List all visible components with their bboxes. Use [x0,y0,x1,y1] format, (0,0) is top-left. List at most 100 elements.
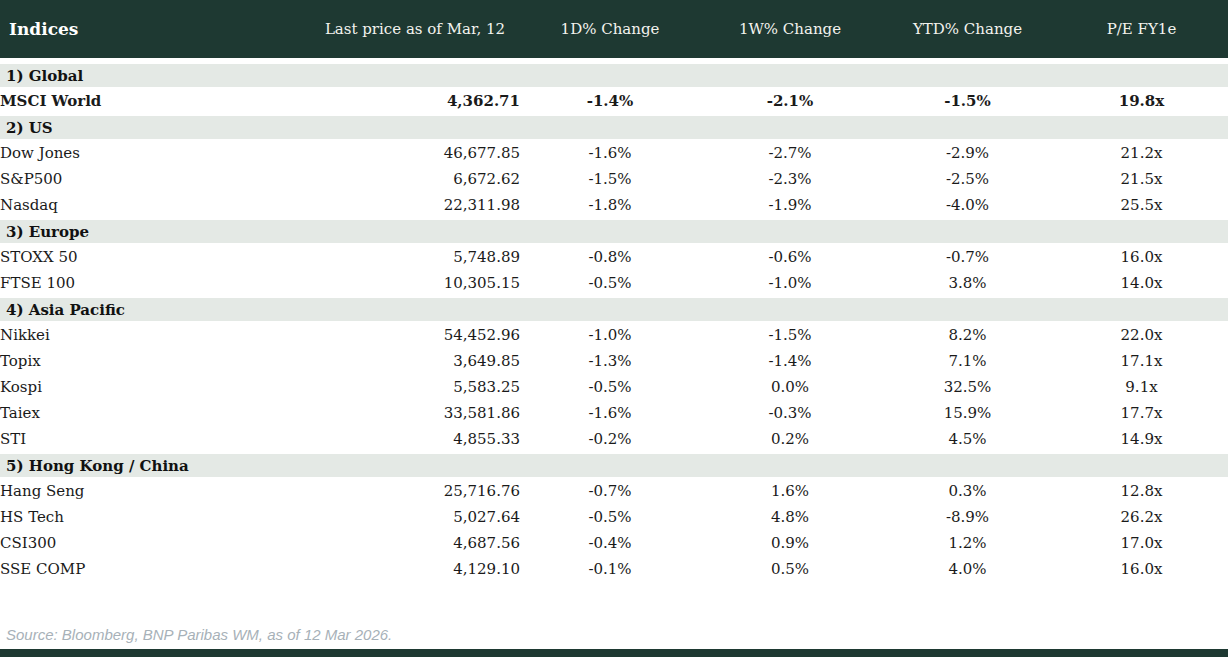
change-1w: 0.9% [700,530,880,556]
change-ytd: 15.9% [880,400,1055,426]
section-row: 3) Europe [0,219,1228,244]
last-price: 5,027.64 [310,504,520,530]
change-1d: -0.2% [520,426,700,453]
pe-fy1e: 9.1x [1055,374,1228,400]
pe-fy1e: 16.0x [1055,244,1228,271]
change-1w: -0.6% [700,244,880,271]
change-1d: -0.4% [520,530,700,556]
table-title: Indices [0,0,310,61]
change-ytd: -8.9% [880,504,1055,530]
change-1w: 0.0% [700,374,880,400]
index-row: FTSE 10010,305.15-0.5%-1.0%3.8%14.0x [0,270,1228,297]
change-1w: -2.1% [700,88,880,116]
index-name: Hang Seng [0,478,310,505]
change-1d: -1.5% [520,166,700,192]
change-ytd: 4.0% [880,556,1055,582]
change-1d: -1.4% [520,88,700,116]
index-row: Taiex33,581.86-1.6%-0.3%15.9%17.7x [0,400,1228,426]
indices-table: IndicesLast price as of Mar, 121D% Chang… [0,0,1228,582]
index-row: Hang Seng25,716.76-0.7%1.6%0.3%12.8x [0,478,1228,505]
change-ytd: -0.7% [880,244,1055,271]
index-row: STI4,855.33-0.2%0.2%4.5%14.9x [0,426,1228,453]
change-1w: -0.3% [700,400,880,426]
pe-fy1e: 17.0x [1055,530,1228,556]
pe-fy1e: 21.2x [1055,140,1228,167]
index-row: Dow Jones46,677.85-1.6%-2.7%-2.9%21.2x [0,140,1228,167]
pe-fy1e: 17.7x [1055,400,1228,426]
last-price: 33,581.86 [310,400,520,426]
change-1w: -1.9% [700,192,880,219]
change-1d: -0.5% [520,504,700,530]
index-name: SSE COMP [0,556,310,582]
change-ytd: 4.5% [880,426,1055,453]
section-row: 4) Asia Pacific [0,297,1228,322]
last-price: 46,677.85 [310,140,520,167]
change-1d: -0.8% [520,244,700,271]
last-price: 3,649.85 [310,348,520,374]
change-1d: -0.5% [520,374,700,400]
pe-fy1e: 12.8x [1055,478,1228,505]
index-name: Nasdaq [0,192,310,219]
section-label: 5) Hong Kong / China [0,453,1228,478]
index-name: Kospi [0,374,310,400]
section-label: 2) US [0,115,1228,140]
change-1d: -1.8% [520,192,700,219]
column-header-2: 1D% Change [520,0,700,61]
change-1w: -1.5% [700,322,880,349]
index-row: S&P5006,672.62-1.5%-2.3%-2.5%21.5x [0,166,1228,192]
pe-fy1e: 22.0x [1055,322,1228,349]
change-1d: -1.6% [520,400,700,426]
section-row: 5) Hong Kong / China [0,453,1228,478]
last-price: 6,672.62 [310,166,520,192]
change-ytd: 8.2% [880,322,1055,349]
pe-fy1e: 25.5x [1055,192,1228,219]
index-row: MSCI World4,362.71-1.4%-2.1%-1.5%19.8x [0,88,1228,116]
last-price: 54,452.96 [310,322,520,349]
last-price: 4,129.10 [310,556,520,582]
index-name: Topix [0,348,310,374]
change-1w: -2.7% [700,140,880,167]
last-price: 5,748.89 [310,244,520,271]
section-row: 1) Global [0,61,1228,88]
section-label: 3) Europe [0,219,1228,244]
change-ytd: 3.8% [880,270,1055,297]
index-name: MSCI World [0,88,310,116]
change-1w: 0.2% [700,426,880,453]
index-name: CSI300 [0,530,310,556]
change-ytd: -2.9% [880,140,1055,167]
change-1w: 4.8% [700,504,880,530]
index-name: Taiex [0,400,310,426]
column-header-1: Last price as of Mar, 12 [310,0,520,61]
change-1d: -1.3% [520,348,700,374]
index-name: S&P500 [0,166,310,192]
change-1w: -1.0% [700,270,880,297]
bottom-bar [0,649,1228,657]
section-row: 2) US [0,115,1228,140]
change-1w: 1.6% [700,478,880,505]
change-1w: -1.4% [700,348,880,374]
change-ytd: 1.2% [880,530,1055,556]
pe-fy1e: 14.0x [1055,270,1228,297]
index-row: CSI3004,687.56-0.4%0.9%1.2%17.0x [0,530,1228,556]
change-ytd: -2.5% [880,166,1055,192]
column-header-4: YTD% Change [880,0,1055,61]
index-row: Kospi5,583.25-0.5%0.0%32.5%9.1x [0,374,1228,400]
change-ytd: 0.3% [880,478,1055,505]
header-row: IndicesLast price as of Mar, 121D% Chang… [0,0,1228,61]
change-ytd: 7.1% [880,348,1055,374]
change-1w: -2.3% [700,166,880,192]
change-1d: -0.5% [520,270,700,297]
last-price: 25,716.76 [310,478,520,505]
index-name: Dow Jones [0,140,310,167]
index-row: Topix3,649.85-1.3%-1.4%7.1%17.1x [0,348,1228,374]
pe-fy1e: 17.1x [1055,348,1228,374]
pe-fy1e: 16.0x [1055,556,1228,582]
index-name: Nikkei [0,322,310,349]
pe-fy1e: 21.5x [1055,166,1228,192]
source-note: Source: Bloomberg, BNP Paribas WM, as of… [6,626,392,643]
section-label: 1) Global [0,61,1228,88]
change-1d: -1.6% [520,140,700,167]
index-name: HS Tech [0,504,310,530]
table-body: 1) GlobalMSCI World4,362.71-1.4%-2.1%-1.… [0,61,1228,582]
last-price: 10,305.15 [310,270,520,297]
